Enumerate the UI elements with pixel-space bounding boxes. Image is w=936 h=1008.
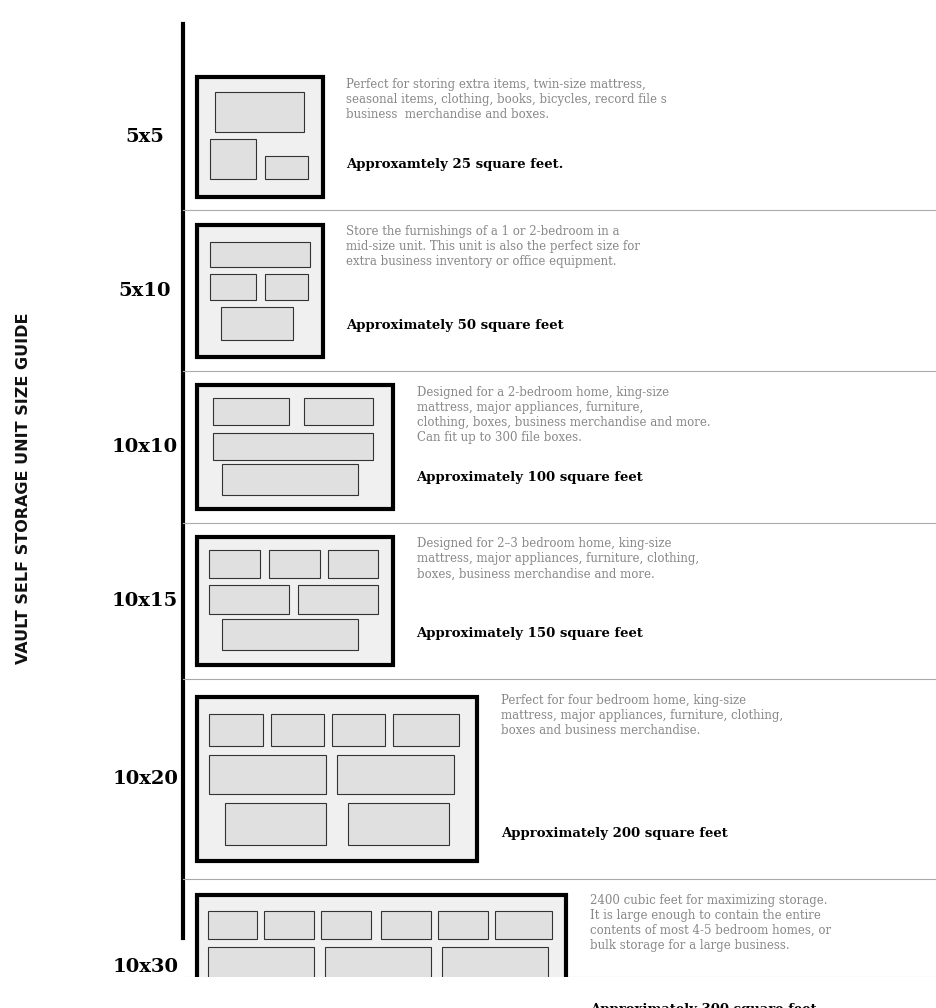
Bar xyxy=(265,274,308,300)
Text: 5x5: 5x5 xyxy=(125,128,165,146)
Text: Designed for a 2-bedroom home, king-size
mattress, major appliances, furniture,
: Designed for a 2-bedroom home, king-size… xyxy=(417,386,710,444)
Bar xyxy=(347,803,448,845)
Bar xyxy=(213,398,289,425)
Text: Approximately 200 square feet: Approximately 200 square feet xyxy=(501,828,727,841)
Bar xyxy=(442,947,548,980)
Bar xyxy=(210,242,310,267)
Bar xyxy=(393,714,460,747)
Bar xyxy=(382,910,431,938)
Bar xyxy=(321,910,371,938)
Bar xyxy=(299,585,378,614)
Bar xyxy=(226,803,327,845)
Bar xyxy=(495,910,551,938)
Text: 5x10: 5x10 xyxy=(119,281,171,299)
Bar xyxy=(197,895,566,1008)
Bar xyxy=(331,988,431,1008)
Text: 2400 cubic feet for maximizing storage.
It is large enough to contain the entire: 2400 cubic feet for maximizing storage. … xyxy=(590,894,831,952)
Text: VAULT SELF STORAGE UNIT SIZE GUIDE: VAULT SELF STORAGE UNIT SIZE GUIDE xyxy=(16,312,31,664)
Bar xyxy=(222,465,358,495)
Bar xyxy=(197,225,323,357)
Text: Approxamtely 25 square feet.: Approxamtely 25 square feet. xyxy=(346,158,563,171)
Text: Store the furnishings of a 1 or 2-bedroom in a
mid-size unit. This unit is also : Store the furnishings of a 1 or 2-bedroo… xyxy=(346,225,640,268)
Bar xyxy=(446,988,545,1008)
Bar xyxy=(325,947,431,980)
Bar xyxy=(331,714,385,747)
Bar xyxy=(210,274,256,300)
Text: Perfect for four bedroom home, king-size
mattress, major appliances, furniture, : Perfect for four bedroom home, king-size… xyxy=(501,694,782,737)
Bar xyxy=(197,385,393,509)
Bar xyxy=(264,910,314,938)
Text: 10x15: 10x15 xyxy=(112,592,178,610)
Bar xyxy=(270,550,320,579)
Bar xyxy=(221,307,293,340)
Bar xyxy=(222,619,358,650)
Bar xyxy=(271,714,324,747)
Text: 10x10: 10x10 xyxy=(112,437,178,456)
Text: Perfect for storing extra items, twin-size mattress,
seasonal items, clothing, b: Perfect for storing extra items, twin-si… xyxy=(346,79,667,121)
Bar xyxy=(197,77,323,197)
Bar xyxy=(213,432,373,460)
Text: Approximately 300 square feet: Approximately 300 square feet xyxy=(590,1003,816,1008)
Bar xyxy=(210,585,289,614)
Bar xyxy=(210,139,256,178)
Text: Approximately 100 square feet: Approximately 100 square feet xyxy=(417,471,643,484)
Bar xyxy=(328,550,378,579)
Bar xyxy=(208,947,314,980)
Text: 10x30: 10x30 xyxy=(112,959,178,976)
Bar xyxy=(438,910,488,938)
Bar xyxy=(215,92,304,132)
Bar xyxy=(337,755,454,794)
Text: Designed for 2–3 bedroom home, king-size
mattress, major appliances, furniture, : Designed for 2–3 bedroom home, king-size… xyxy=(417,537,698,581)
Bar xyxy=(208,910,257,938)
Bar xyxy=(210,714,262,747)
Bar xyxy=(197,697,477,861)
Bar xyxy=(197,536,393,665)
Text: 10x20: 10x20 xyxy=(112,770,178,788)
Bar xyxy=(265,155,308,178)
Bar xyxy=(304,398,373,425)
Bar xyxy=(210,550,260,579)
Bar xyxy=(210,755,327,794)
Text: Approximately 50 square feet: Approximately 50 square feet xyxy=(346,320,564,333)
Bar xyxy=(218,988,317,1008)
Text: Approximately 150 square feet: Approximately 150 square feet xyxy=(417,627,643,640)
